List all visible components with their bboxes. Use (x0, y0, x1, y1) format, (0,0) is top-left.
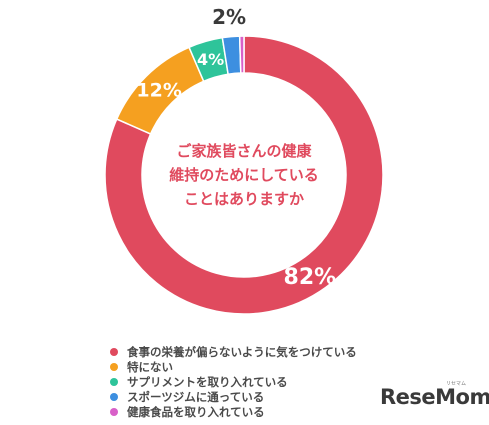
percent-label-4: 2% (212, 5, 246, 29)
chart-title-line: 維持のためにしている (169, 166, 319, 184)
legend-swatch (110, 407, 118, 416)
legend-label: 健康食品を取り入れている (127, 404, 265, 419)
resemom-logo: ReseMom (380, 385, 489, 409)
legend-label: 特にない (127, 359, 173, 374)
legend-item: サプリメントを取り入れている (110, 374, 357, 389)
logo-subtext: リセマム (446, 381, 467, 387)
slice-5 (238, 35, 245, 74)
chart-title-line: ことはありますか (184, 190, 304, 208)
percent-label-1: 82% (284, 265, 337, 290)
chart-title-line: ご家族皆さんの健康 (176, 142, 312, 160)
chart-legend: 食事の栄養が偏らないように気をつけている 特にない サプリメントを取り入れている スポ… (110, 344, 357, 419)
legend-swatch (110, 377, 118, 386)
legend-item: 健康食品を取り入れている (110, 404, 357, 419)
legend-label: スポーツジムに通っている (127, 389, 265, 404)
percent-label-3: 4% (197, 50, 224, 69)
legend-swatch (110, 347, 118, 356)
legend-item: スポーツジムに通っている (110, 389, 357, 404)
legend-label: サプリメントを取り入れている (127, 374, 288, 389)
legend-swatch (110, 392, 118, 401)
legend-label: 食事の栄養が偏らないように気をつけている (127, 344, 357, 359)
legend-item: 特にない (110, 359, 357, 374)
legend-swatch (110, 362, 118, 371)
slice-1 (104, 35, 384, 315)
chart-title: ご家族皆さんの健康維持のためにしていることはありますか (169, 142, 319, 208)
chart-percent-labels: 82% 12% 4% 2% (136, 5, 336, 290)
legend-item: 食事の栄養が偏らないように気をつけている (110, 344, 357, 359)
chart-slices (104, 35, 384, 315)
percent-label-2: 12% (136, 79, 181, 101)
